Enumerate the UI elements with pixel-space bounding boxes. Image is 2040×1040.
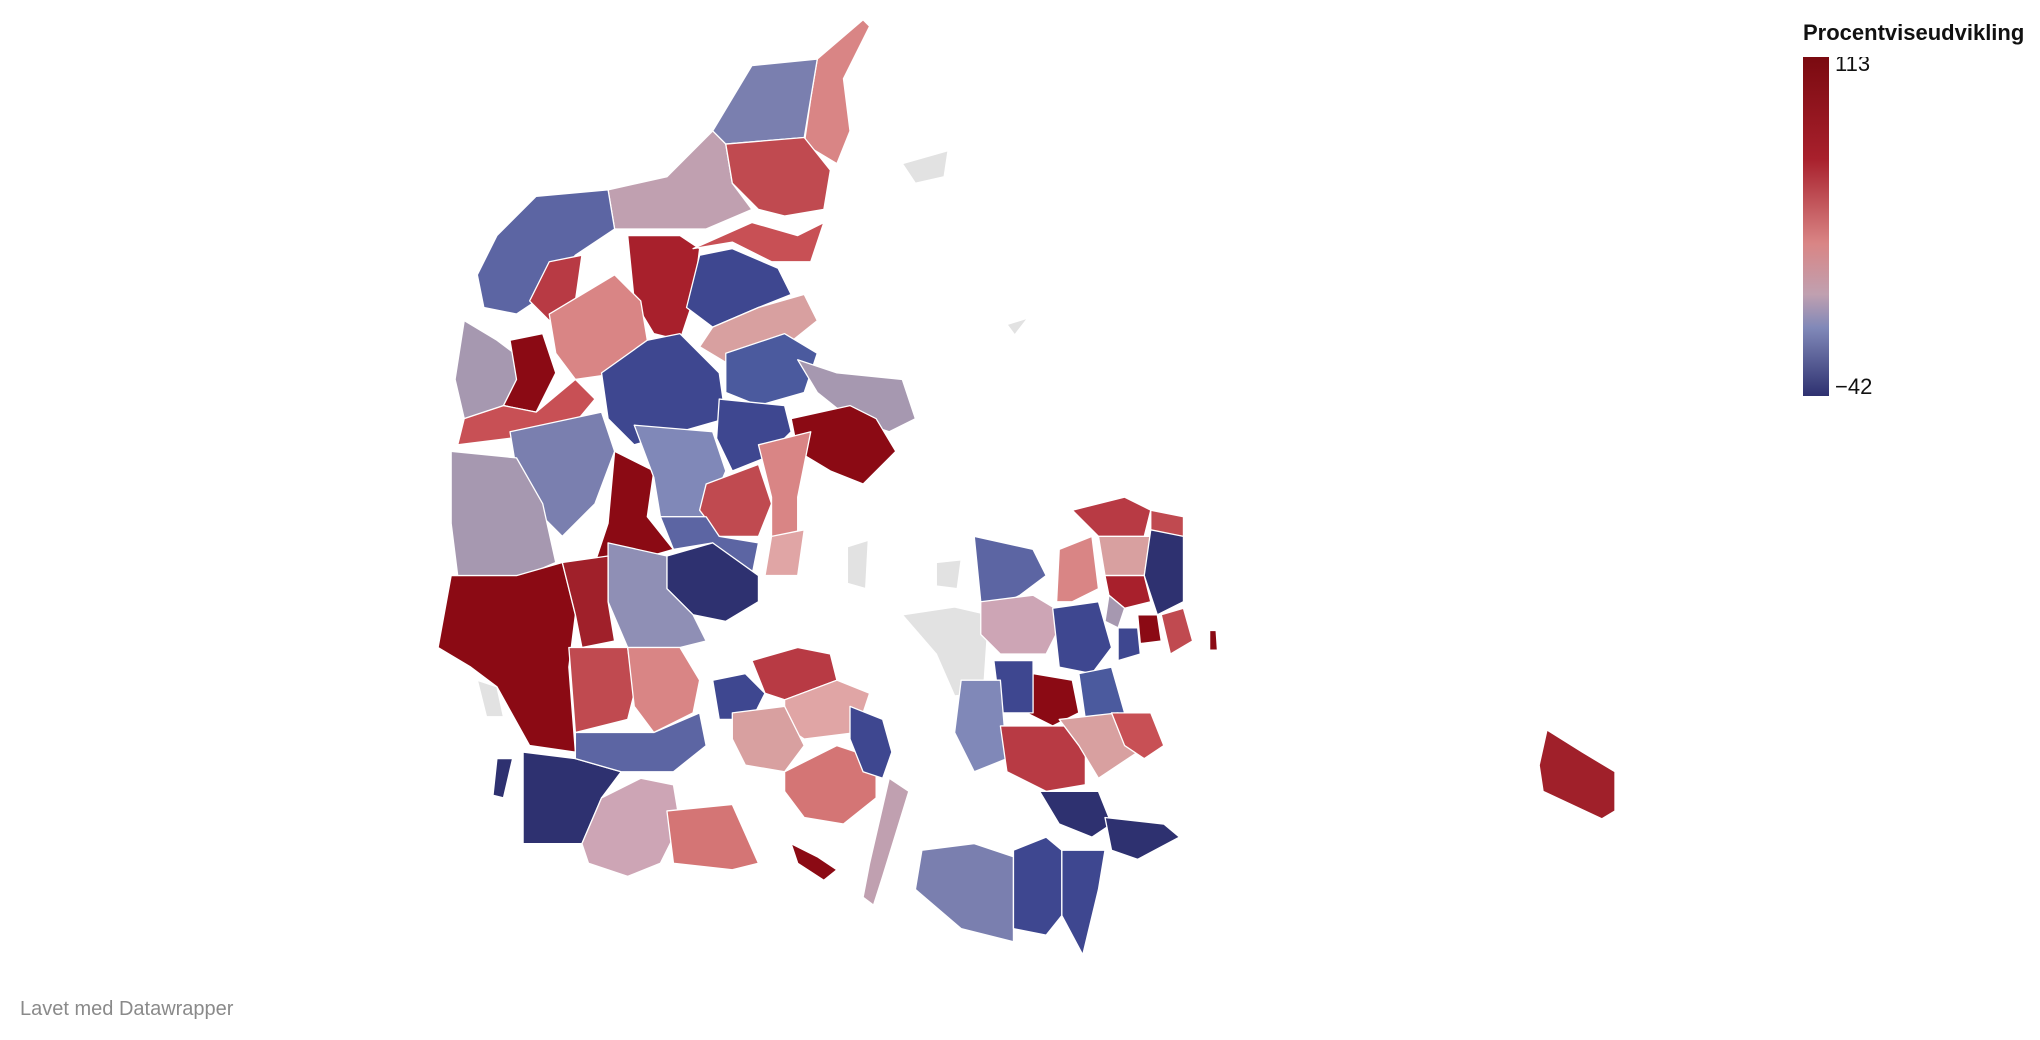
municipality: [797, 359, 917, 433]
municipality: [725, 333, 818, 407]
islands-no-data: [476, 149, 1029, 718]
municipalities: [437, 19, 1616, 956]
municipality: [1061, 849, 1106, 956]
municipality: [1110, 712, 1165, 760]
legend: 113 −42: [1803, 57, 1872, 399]
municipality: [1208, 629, 1219, 651]
municipality: [953, 679, 1008, 773]
municipality: [666, 803, 760, 871]
municipality: [1538, 729, 1616, 820]
municipality: [561, 555, 616, 649]
municipality: [659, 516, 760, 577]
municipality: [1143, 529, 1185, 616]
municipality: [783, 744, 877, 825]
island: [1006, 317, 1029, 336]
municipality: [1104, 574, 1152, 609]
municipality: [1078, 666, 1126, 721]
municipality: [980, 594, 1067, 655]
municipality: [764, 529, 805, 577]
municipality: [698, 463, 773, 537]
municipality: [437, 561, 577, 753]
municipality: [574, 712, 707, 773]
municipality: [568, 646, 635, 734]
legend-tick-label: −42: [1835, 374, 1872, 399]
municipality: [692, 221, 825, 263]
municipality: [1104, 816, 1181, 860]
municipality: [1117, 627, 1141, 662]
municipality: [849, 705, 893, 779]
municipality: [712, 58, 818, 145]
legend-gradient: [1803, 57, 1829, 396]
island: [935, 559, 962, 590]
island: [901, 149, 949, 184]
municipality: [581, 777, 681, 877]
municipality: [914, 842, 1015, 943]
municipality: [1137, 614, 1162, 645]
island: [846, 539, 869, 590]
municipality: [685, 247, 792, 328]
municipality: [492, 757, 514, 799]
municipality: [1160, 607, 1194, 655]
footer: Lavet med Datawrapper: [20, 998, 234, 1020]
municipality: [627, 646, 701, 734]
legend-tick-label: 113: [1835, 57, 1870, 76]
municipality: [712, 672, 766, 721]
municipality: [862, 777, 910, 906]
municipality: [757, 431, 812, 537]
municipality: [1012, 836, 1063, 936]
legend-title: Procentviseudvikling: [1803, 20, 2025, 45]
municipality: [1038, 790, 1113, 838]
municipality: [607, 542, 707, 649]
municipality: [1071, 496, 1152, 537]
municipality: [803, 19, 871, 165]
municipality: [476, 189, 616, 315]
island: [476, 679, 505, 718]
municipality: [1055, 535, 1100, 603]
municipality: [1097, 535, 1152, 577]
municipality: [725, 136, 832, 217]
municipality: [1052, 601, 1113, 675]
municipality: [698, 293, 818, 367]
municipality: [790, 842, 838, 881]
